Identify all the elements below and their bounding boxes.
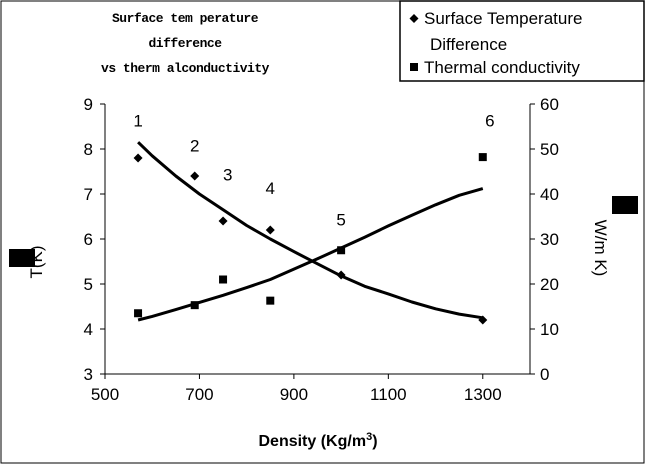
- y-right-tick-label-6: 60: [540, 95, 559, 114]
- legend-box: [399, 0, 645, 82]
- y-left-tick-label-1: 4: [84, 320, 93, 339]
- y-right-tick-label-3: 30: [540, 230, 559, 249]
- chart-title-line-3: vs therm alconductivity: [101, 61, 270, 76]
- y-left-tick-label-3: 6: [84, 230, 93, 249]
- point-labels-layer: 1 2 3 4 5 6: [133, 112, 494, 230]
- ticks-layer: 500 700 900 1100 1300 3 4 5 6 7 8 9 0 10 20 30 40 50 60: [84, 95, 559, 404]
- point-label-6: 6: [485, 112, 494, 131]
- x-axis-title-main: Density (Kg/m: [258, 433, 366, 450]
- y-right-tick-label-0: 0: [540, 365, 549, 384]
- left-axis-title-marker: [9, 249, 35, 267]
- chart-title-line-2: difference: [148, 36, 222, 51]
- x-axis-title: Density (Kg/m3): [258, 431, 377, 450]
- x-axis-title-sup: 3: [366, 431, 372, 443]
- conductivity-point-3: [266, 296, 275, 305]
- y-right-tick-label-4: 40: [540, 185, 559, 204]
- right-axis-title-marker: [612, 196, 638, 214]
- legend: Surface Temperature Difference Thermal c…: [399, 0, 645, 82]
- temperature-point-2: [218, 216, 228, 226]
- x-tick-label-4: 1300: [464, 385, 502, 404]
- conductivity-point-4: [337, 246, 346, 255]
- x-tick-label-0: 500: [91, 385, 119, 404]
- point-label-3: 3: [223, 166, 232, 185]
- conductivity-point-5: [478, 153, 487, 162]
- y-right-tick-label-2: 20: [540, 275, 559, 294]
- y-left-tick-label-2: 5: [84, 275, 93, 294]
- trendline-right: [137, 187, 484, 322]
- y-left-tick-label-4: 7: [84, 185, 93, 204]
- x-tick-label-3: 1100: [370, 385, 407, 404]
- temperature-point-3: [265, 225, 275, 235]
- legend-label-temp-line-2: Difference: [430, 35, 507, 54]
- chart-title-line-1: Surface tem perature: [112, 11, 259, 26]
- points-layer: [133, 153, 488, 325]
- temperature-point-0: [133, 153, 143, 163]
- y-axis-left-title: T(K): [27, 245, 46, 278]
- point-label-5: 5: [336, 211, 345, 230]
- trendline-left: [137, 141, 484, 320]
- conductivity-point-1: [190, 301, 199, 310]
- point-label-4: 4: [266, 179, 275, 198]
- y-left-tick-label-6: 9: [84, 95, 93, 114]
- y-left-tick-label-5: 8: [84, 140, 93, 159]
- conductivity-point-0: [134, 309, 143, 318]
- trendlines-layer: [137, 141, 484, 322]
- y-left-tick-label-0: 3: [84, 365, 93, 384]
- conductivity-point-2: [219, 275, 228, 284]
- y-right-tick-label-5: 50: [540, 140, 559, 159]
- point-label-1: 1: [133, 112, 142, 131]
- legend-label-temp-line-1: Surface Temperature: [424, 9, 582, 28]
- temperature-point-1: [190, 171, 200, 181]
- temperature-point-5: [478, 315, 488, 325]
- point-label-2: 2: [190, 136, 199, 155]
- x-axis-title-tail: ): [372, 433, 377, 450]
- x-tick-label-2: 900: [280, 385, 308, 404]
- y-axis-right-title: W/m K): [591, 220, 610, 277]
- legend-square-marker: [410, 63, 418, 71]
- legend-diamond-marker: [409, 14, 419, 23]
- y-right-tick-label-1: 10: [540, 320, 559, 339]
- x-tick-label-1: 700: [185, 385, 213, 404]
- legend-label-conductivity: Thermal conductivity: [424, 58, 580, 77]
- temperature-point-4: [336, 270, 346, 280]
